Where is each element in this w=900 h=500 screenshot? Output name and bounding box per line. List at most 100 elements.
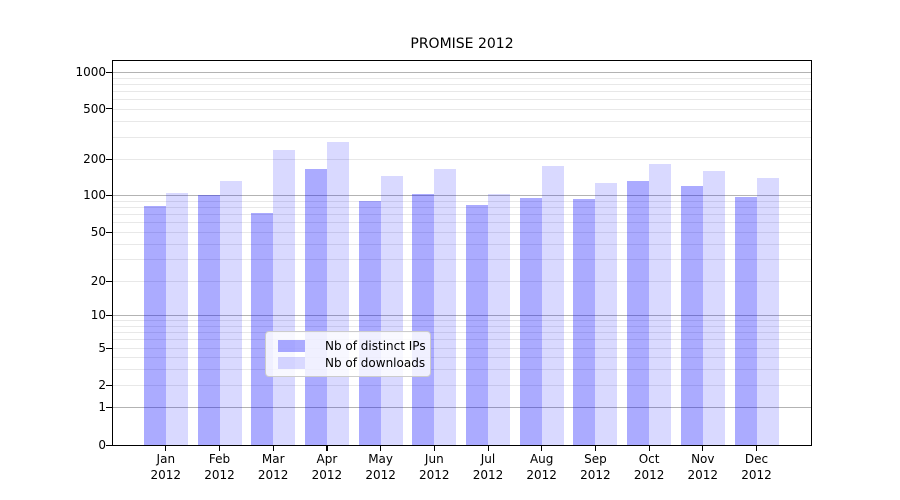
y-axis-tick — [106, 231, 112, 233]
bar-distinct-ips-may — [358, 201, 381, 445]
x-axis-year-label: 2012 — [365, 468, 396, 482]
y-axis-tick — [106, 314, 112, 316]
gridline-minor — [113, 339, 811, 341]
bar-distinct-ips-apr — [304, 169, 327, 445]
y-axis-tick-label: 200 — [83, 152, 106, 166]
y-axis-tick-label: 20 — [90, 274, 106, 288]
legend: Nb of distinct IPs Nb of downloads — [265, 331, 431, 377]
y-axis-tick-label: 1 — [98, 400, 106, 414]
x-axis-tick — [272, 446, 274, 451]
bar-downloads-aug — [541, 166, 564, 445]
gridline-major — [113, 407, 811, 408]
y-axis-tick — [106, 280, 112, 282]
x-axis-tick — [594, 446, 597, 451]
x-axis-month-label: Nov 2012 — [676, 451, 730, 483]
x-axis-month-label: May 2012 — [354, 451, 408, 483]
y-axis-tick-label: 100 — [83, 188, 106, 202]
legend-swatch-distinct-ips — [278, 339, 305, 352]
bar-distinct-ips-mar — [251, 212, 274, 445]
x-axis-year-label: 2012 — [580, 468, 611, 482]
y-axis-tick — [106, 108, 112, 110]
x-axis-tick — [648, 446, 650, 451]
y-axis-tick-label: 500 — [83, 101, 106, 116]
y-axis-tick — [106, 384, 112, 386]
bar-downloads-jan — [165, 193, 188, 445]
x-axis-tick — [433, 446, 435, 451]
legend-label-downloads: Nb of downloads — [325, 355, 426, 370]
x-axis-tick — [487, 446, 489, 451]
x-axis-month-label: Jun 2012 — [407, 451, 461, 483]
gridline-minor — [113, 222, 811, 224]
gridline-minor — [113, 281, 811, 282]
y-axis-tick-label: 50 — [90, 225, 106, 239]
legend-label-distinct-ips: Nb of distinct IPs — [325, 338, 426, 353]
legend-item-distinct-ips: Nb of distinct IPs — [278, 337, 426, 354]
y-axis-tick — [106, 347, 112, 349]
x-axis-month-label: Jan 2012 — [139, 451, 193, 483]
y-axis-tick-label: 5 — [98, 341, 106, 355]
chart-title: PROMISE 2012 — [410, 36, 514, 52]
gridline-minor — [113, 368, 811, 370]
x-axis-month-label: Mar 2012 — [246, 451, 300, 483]
gridline-minor — [113, 136, 811, 138]
x-axis-tick — [756, 446, 758, 451]
y-axis-tick — [106, 444, 112, 446]
bar-downloads-mar — [273, 150, 296, 445]
x-axis-month-label: Sep 2012 — [568, 451, 622, 483]
bar-downloads-apr — [326, 142, 349, 445]
x-axis-year-label: 2012 — [741, 468, 772, 482]
bar-distinct-ips-aug — [519, 198, 542, 445]
legend-item-downloads: Nb of downloads — [278, 354, 425, 371]
bar-downloads-may — [380, 175, 403, 445]
bar-downloads-dec — [756, 178, 779, 445]
y-axis-tick — [106, 194, 112, 196]
bar-distinct-ips-dec — [734, 197, 757, 445]
x-axis-month-label: Feb 2012 — [193, 451, 247, 483]
gridline-major — [113, 315, 811, 316]
gridline-minor — [113, 357, 811, 358]
gridline-minor — [113, 108, 811, 110]
legend-swatch-downloads — [278, 356, 305, 369]
y-axis-tick-label: 0 — [98, 438, 106, 452]
bar-distinct-ips-feb — [197, 195, 220, 445]
x-axis-year-label: 2012 — [526, 468, 557, 482]
x-axis-tick — [541, 446, 543, 451]
x-axis-year-label: 2012 — [687, 468, 719, 482]
gridline-minor — [113, 77, 811, 79]
x-axis-year-label: 2012 — [257, 468, 289, 482]
gridline-minor — [113, 325, 811, 327]
x-axis-month-label: Jul 2012 — [461, 451, 515, 483]
x-axis-tick — [219, 446, 221, 451]
gridline-minor — [113, 159, 811, 160]
gridline-minor — [113, 83, 811, 85]
y-axis-tick-label: 2 — [98, 378, 106, 392]
x-axis-year-label: 2012 — [419, 468, 450, 482]
gridline-minor — [113, 98, 811, 100]
gridline-minor — [113, 90, 811, 92]
gridline-minor — [113, 331, 811, 333]
x-axis-year-label: 2012 — [204, 468, 235, 482]
gridline-minor — [113, 232, 811, 233]
x-axis-month-label: Apr 2012 — [300, 451, 354, 483]
bar-downloads-jul — [488, 193, 510, 445]
x-axis-month-label: Dec 2012 — [730, 451, 784, 483]
gridline-minor — [113, 243, 811, 245]
bar-distinct-ips-jan — [143, 205, 166, 445]
x-axis-month-label: Oct 2012 — [622, 451, 676, 483]
gridline-minor — [113, 120, 811, 122]
x-axis-tick — [326, 446, 328, 451]
x-axis-month-label: Aug 2012 — [515, 451, 569, 483]
gridline-minor — [113, 320, 811, 322]
bar-downloads-oct — [649, 163, 672, 445]
gridline-minor — [113, 385, 811, 386]
x-axis-tick — [165, 446, 167, 451]
bar-distinct-ips-sep — [573, 199, 596, 445]
gridline-major — [113, 195, 811, 196]
x-axis-year-label: 2012 — [472, 468, 504, 482]
bar-distinct-ips-nov — [680, 185, 703, 445]
bar-downloads-jun — [434, 168, 457, 445]
x-axis-year-label: 2012 — [311, 468, 343, 482]
gridline-minor — [113, 259, 811, 261]
y-axis-tick — [106, 158, 112, 160]
